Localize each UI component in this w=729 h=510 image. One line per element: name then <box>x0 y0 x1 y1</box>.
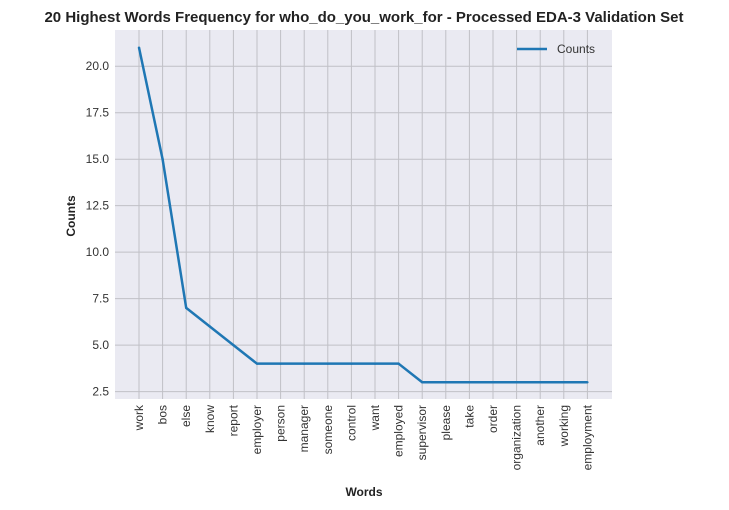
y-tick-label: 20.0 <box>86 59 110 73</box>
x-tick-label: manager <box>297 405 311 452</box>
x-tick-label: know <box>203 405 217 433</box>
x-tick-label: work <box>132 404 146 431</box>
data-point <box>444 381 447 384</box>
data-point <box>232 343 235 347</box>
data-point <box>373 362 377 365</box>
x-tick-label: take <box>462 405 476 428</box>
data-point <box>255 362 259 365</box>
data-point <box>539 381 542 384</box>
data-point <box>279 362 282 365</box>
x-tick-label: another <box>533 405 547 446</box>
legend-label-counts: Counts <box>557 42 595 56</box>
x-tick-label: working <box>557 405 571 447</box>
data-point <box>421 381 424 384</box>
x-tick-label: please <box>439 405 453 441</box>
data-point <box>185 306 188 310</box>
data-point <box>350 362 353 365</box>
x-axis-ticks: work bos else know report employer person manag… <box>132 404 594 470</box>
data-point <box>161 157 164 161</box>
x-tick-label: someone <box>321 405 335 455</box>
y-tick-label: 10.0 <box>86 245 110 259</box>
data-point <box>562 381 565 384</box>
chart-legend: Counts <box>517 42 595 56</box>
x-tick-label: order <box>486 405 500 433</box>
plot-area <box>115 30 612 399</box>
data-point <box>208 325 211 328</box>
x-tick-label: control <box>344 405 358 441</box>
grid-lines <box>115 30 612 399</box>
data-point <box>326 362 329 365</box>
x-tick-label: bos <box>156 405 170 424</box>
x-tick-label: report <box>226 404 240 436</box>
x-tick-label: organization <box>510 405 524 470</box>
x-tick-label: supervisor <box>415 405 429 460</box>
x-axis-label: Words <box>345 485 382 499</box>
y-tick-label: 12.5 <box>86 199 110 213</box>
data-point <box>491 381 495 384</box>
x-tick-label: person <box>274 405 288 442</box>
x-tick-label: else <box>179 405 193 427</box>
y-tick-label: 15.0 <box>86 152 110 166</box>
series-layer <box>137 46 589 384</box>
data-point <box>515 381 518 384</box>
series-line-counts <box>137 47 588 384</box>
x-tick-label: want <box>368 404 382 431</box>
data-point <box>586 381 589 384</box>
x-tick-label: employment <box>580 404 594 470</box>
x-tick-label: employer <box>250 405 264 454</box>
data-point <box>137 46 141 49</box>
y-tick-label: 17.5 <box>86 106 110 120</box>
y-tick-label: 5.0 <box>92 338 109 352</box>
data-point <box>303 362 306 365</box>
y-tick-label: 7.5 <box>92 292 109 306</box>
chart-title: 20 Highest Words Frequency for who_do_yo… <box>44 9 683 26</box>
y-axis-ticks: 2.5 5.0 7.5 10.0 12.5 15.0 17.5 20.0 <box>86 59 110 398</box>
y-axis-label: Counts <box>64 195 78 237</box>
data-point <box>397 362 400 365</box>
x-tick-label: employed <box>392 405 406 457</box>
y-tick-label: 2.5 <box>92 385 109 399</box>
data-point <box>468 381 471 384</box>
